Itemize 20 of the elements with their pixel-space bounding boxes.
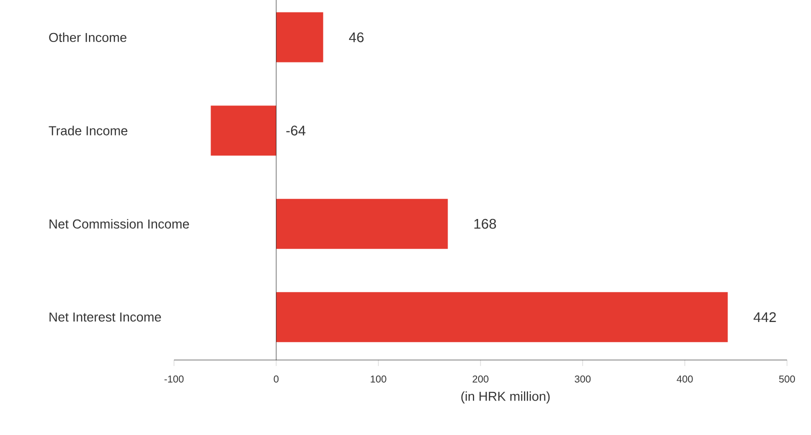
x-tick-label: 400 [676,376,693,383]
x-tick-label: 300 [574,376,591,383]
x-tick-label: -100 [164,376,184,383]
x-tick-label: 0 [274,376,279,383]
x-axis-title: (in HRK million) [461,391,550,404]
x-tick-label: 100 [370,376,386,383]
bar [276,292,728,342]
data-label: 168 [474,218,496,229]
y-tick-label: Net Commission Income [50,219,189,229]
data-label: 46 [349,32,364,42]
bar [276,198,448,249]
x-tick-label: 200 [472,376,488,383]
y-tick-label: Other Income [49,32,126,42]
y-tick-label: Trade Income [48,126,128,136]
data-label: -64 [286,126,306,136]
bar [276,12,324,62]
x-tick-label: 500 [779,376,795,383]
data-label: 442 [754,312,776,322]
bar [210,106,276,156]
y-tick-label: Net Interest Income [50,312,161,322]
